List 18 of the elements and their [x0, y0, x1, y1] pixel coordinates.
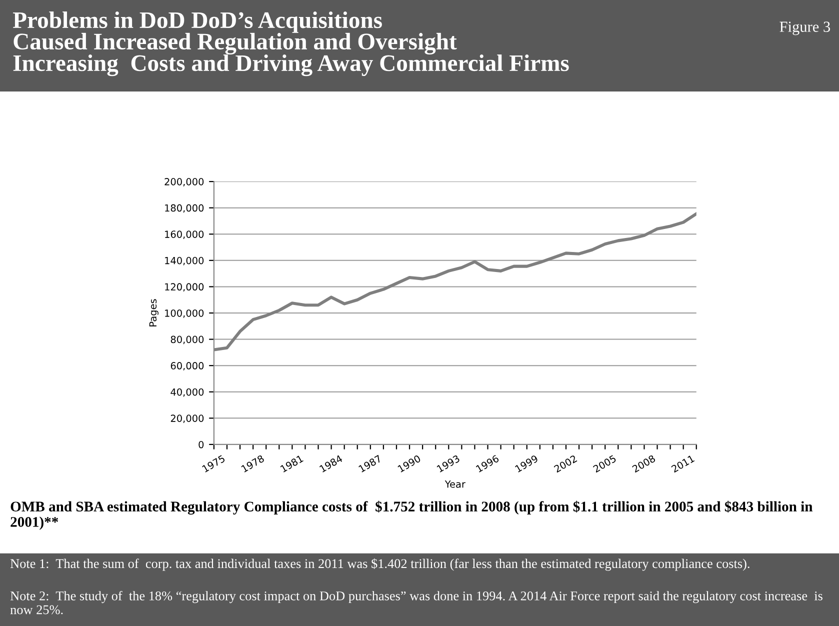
- y-tick-label: 20,000: [170, 414, 204, 423]
- y-tick-label: 140,000: [165, 256, 204, 266]
- y-tick-label: 0: [198, 440, 204, 448]
- y-axis-title: Pages: [149, 299, 158, 326]
- y-tick-label: 80,000: [170, 336, 204, 344]
- y-tick-label: 120,000: [165, 283, 204, 292]
- text: Note 2: The study of the 18% “regulatory cost impact on DoD purchases” was done in 1994. A 2014 Air Force report said the regulatory cost increase is now 25%.: [10, 590, 822, 614]
- text: OMB and SBA estimated Regulatory Compliance costs of $1.752 trillion in 2008 (up from $1.1 trillion in 2005 and $843 billion in 2001)**: [10, 500, 813, 530]
- text: Figure 3: [780, 22, 830, 36]
- y-tick-label: 180,000: [165, 204, 204, 213]
- y-tick-label: 100,000: [165, 309, 204, 318]
- text: Note 1: That the sum of corp. tax and individual taxes in 2011 was $1.402 trillion (far less than the estimated regulatory compliance costs).: [10, 558, 750, 571]
- y-tick-label: 40,000: [170, 388, 204, 397]
- x-axis-title: Year: [444, 480, 466, 488]
- y-tick-label: 60,000: [170, 362, 204, 370]
- y-tick-label: 160,000: [165, 230, 204, 239]
- y-tick-label: 200,000: [164, 178, 204, 186]
- chart-title: Problems in DoD DoD’s Acquisitions Caused Increased Regulation and Oversight Increasing Costs and Driving Away Commercial Firms: [12, 12, 569, 76]
